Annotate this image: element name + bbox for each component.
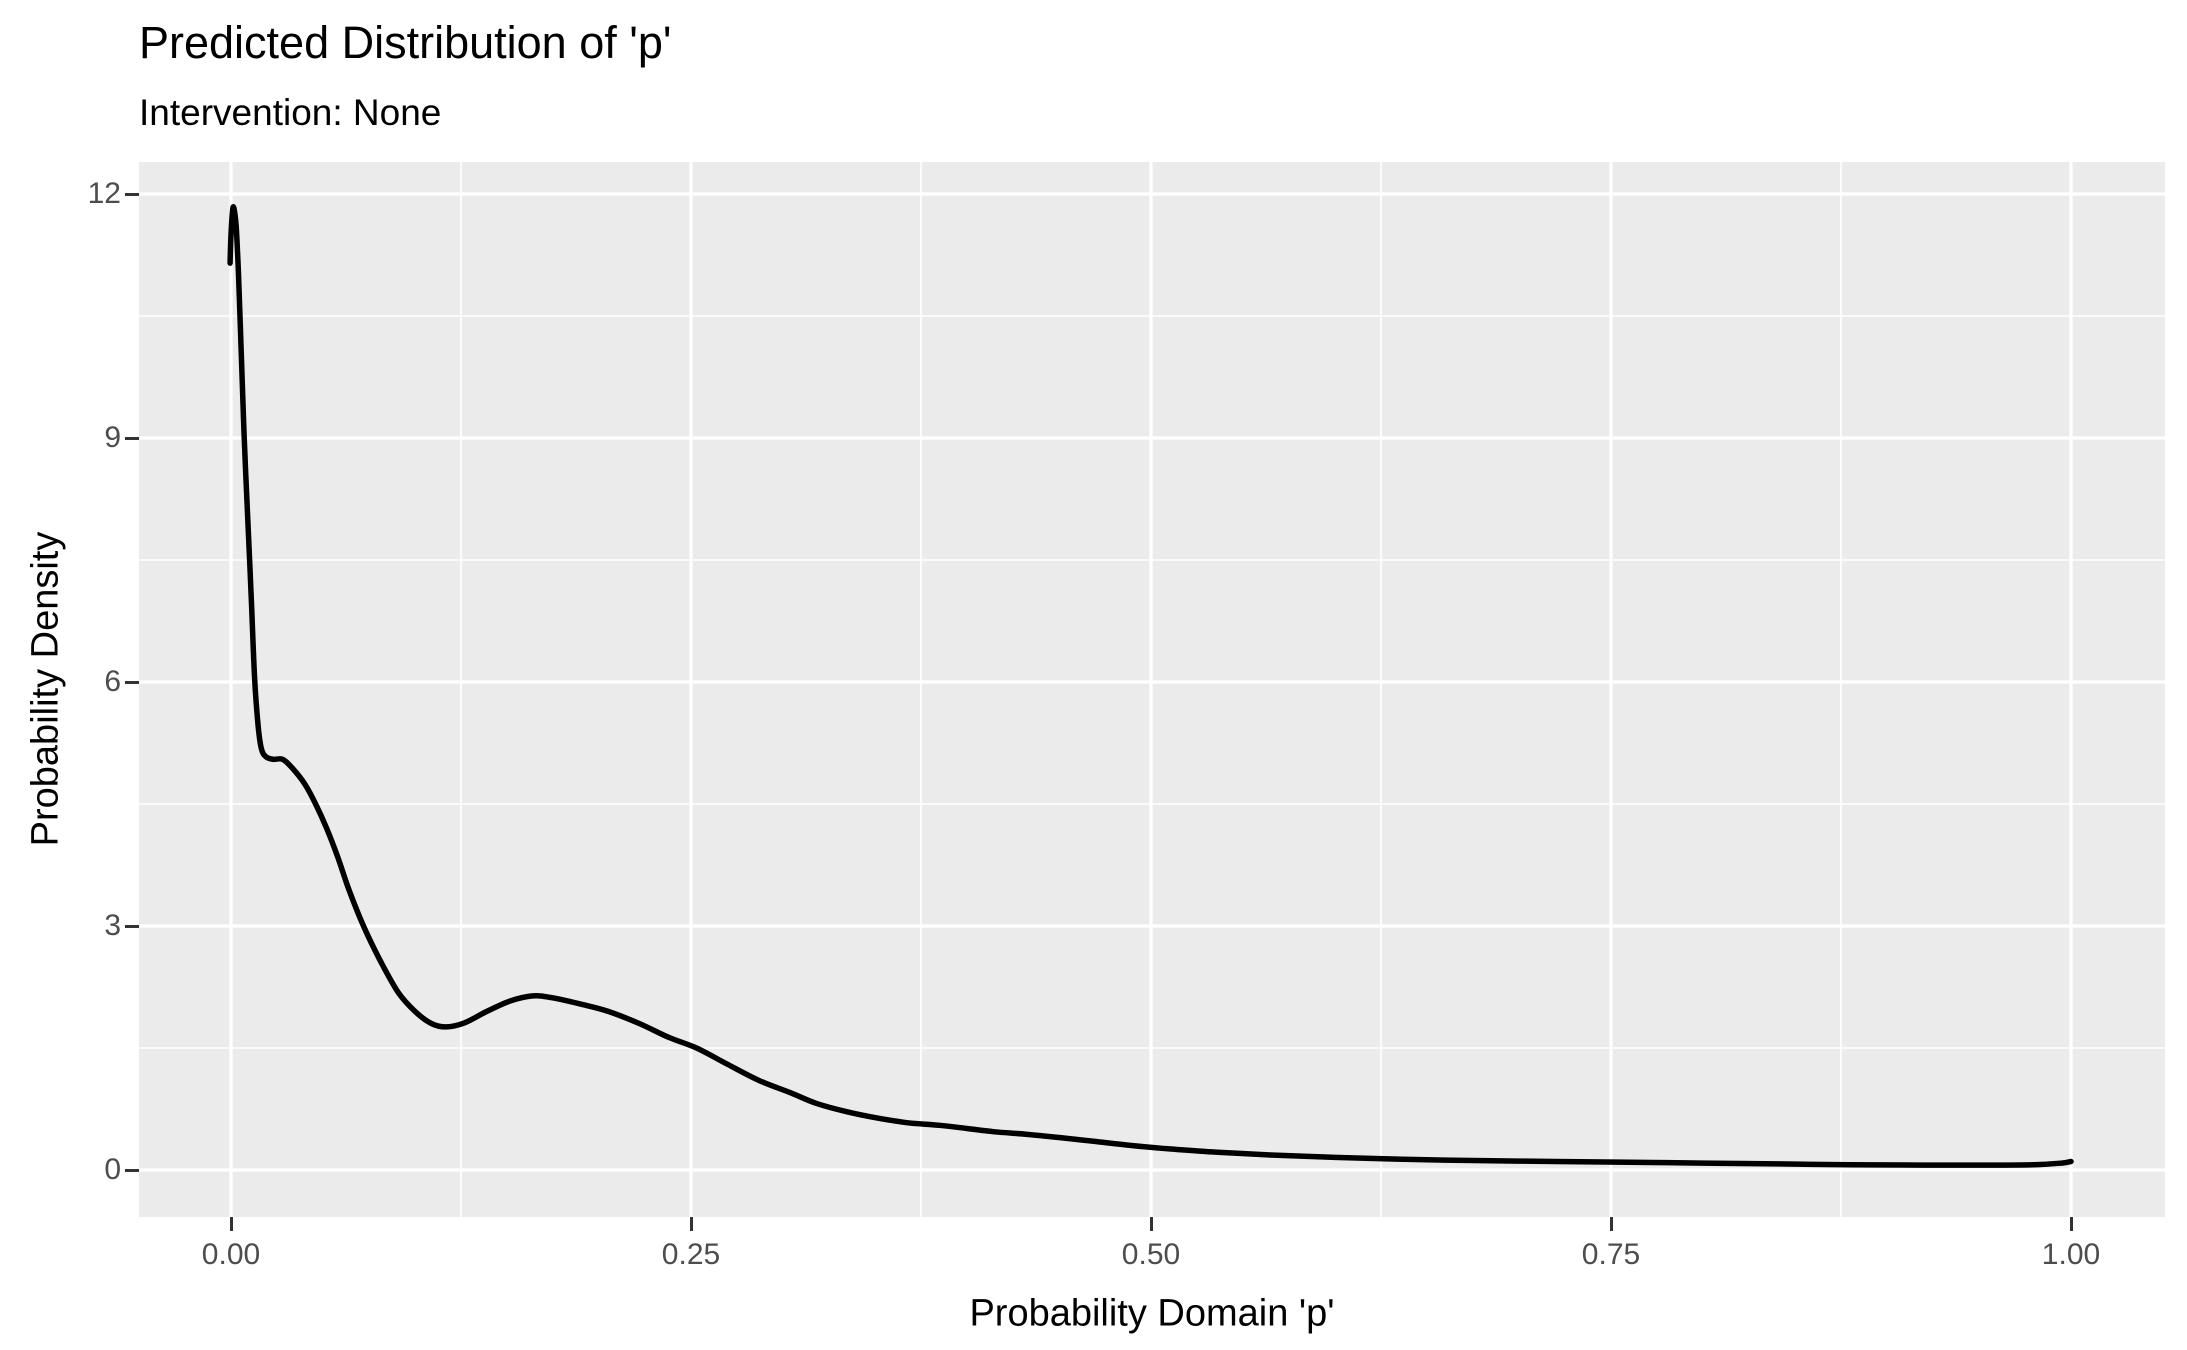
chart-subtitle: Intervention: None (139, 92, 442, 133)
y-tick-label: 9 (104, 421, 121, 454)
chart-title: Predicted Distribution of 'p' (139, 17, 672, 68)
x-tick-label: 0.50 (1121, 1238, 1181, 1271)
y-tick-label: 6 (104, 665, 121, 698)
y-tick-mark (125, 436, 139, 440)
y-tick-label: 3 (104, 909, 121, 942)
y-tick-mark (125, 1168, 139, 1172)
x-tick-label: 0.00 (201, 1238, 261, 1271)
plot-panel (139, 162, 2165, 1217)
density-curve-plot (139, 162, 2165, 1217)
x-tick-label: 1.00 (2041, 1238, 2101, 1271)
x-tick-mark (2069, 1217, 2073, 1231)
y-tick-label: 12 (87, 177, 121, 210)
y-tick-mark (125, 924, 139, 928)
y-tick-mark (125, 192, 139, 196)
x-tick-label: 0.25 (661, 1238, 721, 1271)
density-curve (227, 204, 2074, 1168)
x-tick-label: 0.75 (1581, 1238, 1641, 1271)
x-tick-mark (1149, 1217, 1153, 1231)
x-tick-mark (1609, 1217, 1613, 1231)
x-axis-title: Probability Domain 'p' (969, 1292, 1335, 1335)
y-tick-label: 0 (104, 1153, 121, 1186)
x-tick-mark (689, 1217, 693, 1231)
y-tick-mark (125, 680, 139, 684)
x-tick-mark (229, 1217, 233, 1231)
